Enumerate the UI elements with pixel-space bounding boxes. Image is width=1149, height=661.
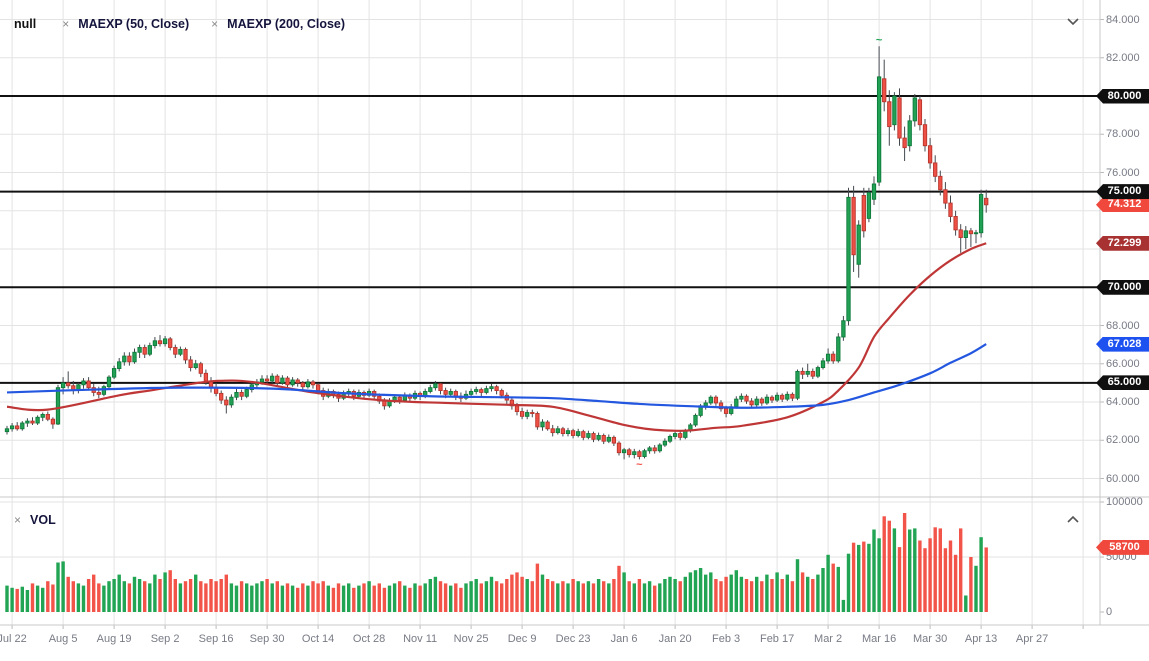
ma50-value-badge: 72.299 [1096, 235, 1149, 251]
time-tick-label: Jul 22 [0, 633, 27, 645]
collapse-main-pane-button[interactable] [1062, 13, 1084, 29]
chevron-up-icon [1067, 515, 1079, 523]
price-tick-label: 66.000 [1106, 357, 1140, 370]
ma200-line [6, 343, 987, 409]
main-pane-legend: null × MAEXP (50, Close) × MAEXP (200, C… [14, 15, 367, 33]
time-tick-label: Oct 14 [301, 633, 335, 645]
time-tick-label: Feb 17 [759, 633, 795, 645]
last-price-badge: 74.312 [1096, 197, 1149, 213]
candlestick-series [4, 46, 989, 460]
swing-low-marker: ~ [636, 459, 643, 471]
time-tick-label: Jan 20 [658, 633, 692, 645]
volume-pane-legend: × VOL [14, 511, 56, 529]
time-tick-label: Apr 27 [1015, 633, 1049, 645]
time-tick-label: Sep 2 [150, 633, 180, 645]
price-tick-label: 62.000 [1106, 434, 1140, 447]
price-axis[interactable]: 74.312 72.299 67.028 58700 84.000 82.000 7… [1096, 0, 1149, 625]
time-axis[interactable]: Jul 22 Aug 5 Aug 19 Sep 2 Sep 16 Sep 30 Oct 14… [0, 625, 1149, 661]
price-tick-label: 68.000 [1106, 319, 1140, 332]
volume-series [5, 513, 988, 612]
time-tick-label: Aug 5 [48, 633, 78, 645]
chevron-down-icon [1067, 17, 1079, 25]
symbol-title: null [14, 17, 37, 31]
ma50-line [6, 242, 987, 432]
level-price-badge: 75.000 [1096, 184, 1149, 200]
volume-tick-label: 100000 [1106, 496, 1143, 508]
time-tick-label: Mar 16 [861, 633, 897, 645]
time-tick-label: Oct 28 [352, 633, 386, 645]
level-price-badge: 80.000 [1096, 88, 1149, 104]
ma200-value-badge: 67.028 [1096, 336, 1149, 352]
time-tick-label: Dec 9 [507, 633, 537, 645]
time-tick-label: Feb 3 [712, 633, 741, 645]
time-tick-label: Mar 2 [814, 633, 843, 645]
time-tick-label: Aug 19 [96, 633, 132, 645]
volume-close-icon[interactable]: × [14, 513, 22, 527]
time-tick-label: Sep 30 [249, 633, 285, 645]
expand-volume-pane-button[interactable] [1062, 511, 1084, 527]
time-tick-label: Dec 23 [555, 633, 591, 645]
price-tick-label: 82.000 [1106, 51, 1140, 64]
time-tick-label: Sep 16 [198, 633, 234, 645]
price-tick-label: 64.000 [1106, 396, 1140, 408]
level-price-badge: 70.000 [1096, 279, 1149, 295]
time-tick-label: Nov 11 [403, 633, 438, 645]
swing-high-marker: ~ [876, 35, 883, 47]
volume-value-badge: 58700 [1096, 539, 1149, 555]
price-tick-label: 76.000 [1106, 166, 1140, 179]
price-tick-label: 84.000 [1106, 13, 1140, 26]
horizontal-level-lines[interactable] [0, 95, 1100, 384]
time-tick-label: Apr 13 [964, 633, 998, 645]
volume-tick-label: 0 [1106, 606, 1113, 618]
indicator-label-ma50[interactable]: MAEXP (50, Close) [78, 17, 190, 31]
gridlines [0, 0, 1104, 629]
price-tick-label: 60.000 [1106, 472, 1140, 485]
time-tick-label: Jan 6 [610, 633, 638, 645]
indicator-label-volume[interactable]: VOL [30, 513, 56, 527]
ma200-close-icon[interactable]: × [211, 17, 219, 31]
level-price-badge: 65.000 [1096, 375, 1149, 391]
indicator-label-ma200[interactable]: MAEXP (200, Close) [227, 17, 346, 31]
price-tick-label: 78.000 [1106, 128, 1140, 141]
ma50-close-icon[interactable]: × [62, 17, 70, 31]
pane-dividers [0, 0, 1149, 626]
time-tick-label: Mar 30 [912, 633, 948, 645]
time-tick-label: Nov 25 [453, 633, 489, 645]
